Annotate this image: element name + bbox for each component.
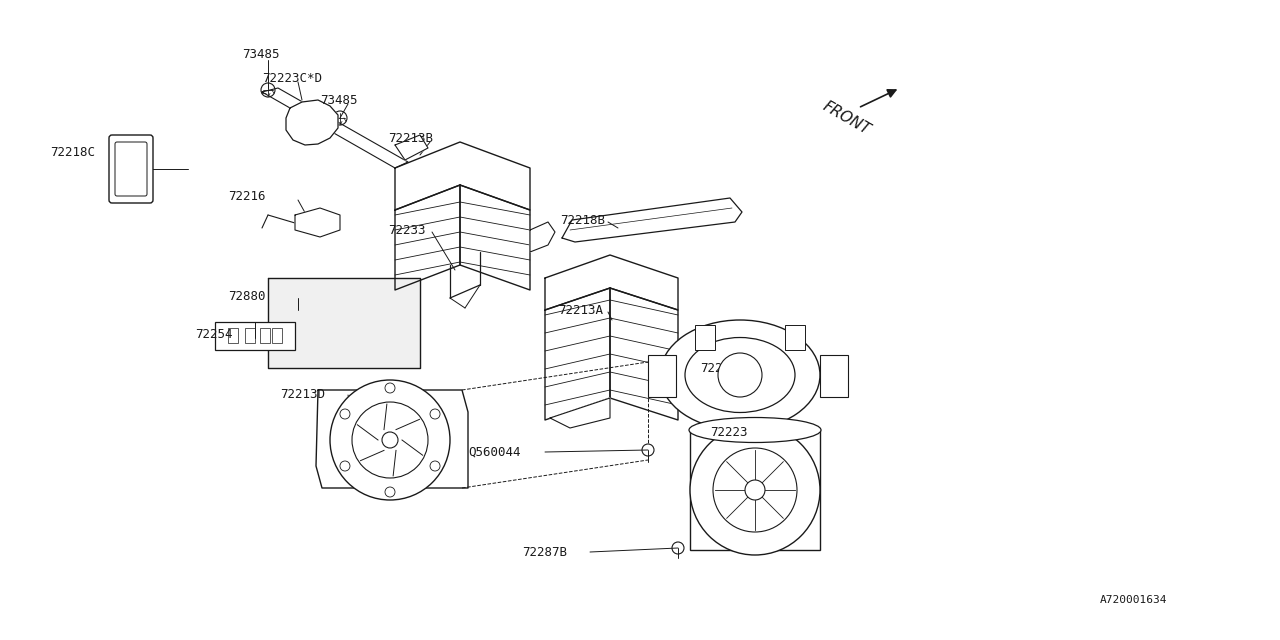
Ellipse shape bbox=[689, 417, 820, 442]
Bar bbox=[690, 430, 820, 550]
Bar bbox=[273, 328, 282, 343]
Polygon shape bbox=[285, 100, 338, 145]
Bar bbox=[228, 328, 238, 343]
Bar bbox=[215, 322, 294, 350]
Text: 72218B: 72218B bbox=[561, 214, 605, 227]
Polygon shape bbox=[268, 278, 420, 368]
FancyBboxPatch shape bbox=[109, 135, 154, 203]
Circle shape bbox=[381, 432, 398, 448]
Polygon shape bbox=[262, 88, 408, 168]
Text: 72213D: 72213D bbox=[280, 388, 325, 401]
Polygon shape bbox=[611, 288, 678, 420]
Text: 72218C: 72218C bbox=[50, 147, 95, 159]
Polygon shape bbox=[396, 135, 428, 160]
Circle shape bbox=[690, 425, 820, 555]
Circle shape bbox=[430, 409, 440, 419]
Polygon shape bbox=[562, 198, 742, 242]
Circle shape bbox=[330, 380, 451, 500]
Text: 72223C*D: 72223C*D bbox=[262, 72, 323, 84]
Bar bbox=[244, 328, 255, 343]
Circle shape bbox=[340, 409, 349, 419]
FancyBboxPatch shape bbox=[115, 142, 147, 196]
Polygon shape bbox=[460, 185, 530, 290]
Circle shape bbox=[385, 487, 396, 497]
Text: A720001634: A720001634 bbox=[1100, 595, 1167, 605]
Text: 72233: 72233 bbox=[388, 223, 425, 237]
Text: 72216: 72216 bbox=[228, 189, 265, 202]
Text: 73485: 73485 bbox=[320, 93, 357, 106]
Circle shape bbox=[713, 448, 797, 532]
Polygon shape bbox=[396, 142, 530, 210]
Text: 72213A: 72213A bbox=[558, 303, 603, 317]
Polygon shape bbox=[294, 208, 340, 237]
Circle shape bbox=[261, 83, 275, 97]
Circle shape bbox=[643, 444, 654, 456]
Text: 72213C: 72213C bbox=[700, 362, 745, 374]
Text: 72254: 72254 bbox=[195, 328, 233, 342]
Polygon shape bbox=[316, 390, 468, 488]
Ellipse shape bbox=[660, 320, 820, 430]
Polygon shape bbox=[545, 255, 678, 310]
Polygon shape bbox=[545, 288, 611, 420]
Circle shape bbox=[340, 461, 349, 471]
Bar bbox=[785, 325, 805, 350]
Text: FRONT: FRONT bbox=[820, 99, 873, 138]
Text: 72287B: 72287B bbox=[522, 545, 567, 559]
Circle shape bbox=[385, 383, 396, 393]
Bar bbox=[695, 325, 716, 350]
Bar bbox=[260, 328, 270, 343]
Circle shape bbox=[672, 542, 684, 554]
Polygon shape bbox=[530, 222, 556, 252]
Circle shape bbox=[302, 113, 323, 133]
Bar bbox=[648, 355, 676, 397]
Polygon shape bbox=[396, 185, 460, 290]
Circle shape bbox=[311, 216, 325, 230]
Bar bbox=[820, 355, 849, 397]
Circle shape bbox=[333, 111, 347, 125]
Circle shape bbox=[745, 480, 765, 500]
Text: 73485: 73485 bbox=[242, 49, 279, 61]
Circle shape bbox=[430, 461, 440, 471]
Text: Q560044: Q560044 bbox=[468, 445, 521, 458]
Circle shape bbox=[352, 402, 428, 478]
Polygon shape bbox=[550, 398, 611, 428]
Circle shape bbox=[718, 353, 762, 397]
Text: 72223: 72223 bbox=[710, 426, 748, 438]
Ellipse shape bbox=[685, 337, 795, 413]
Text: 72213B: 72213B bbox=[388, 131, 433, 145]
Text: 72880: 72880 bbox=[228, 289, 265, 303]
